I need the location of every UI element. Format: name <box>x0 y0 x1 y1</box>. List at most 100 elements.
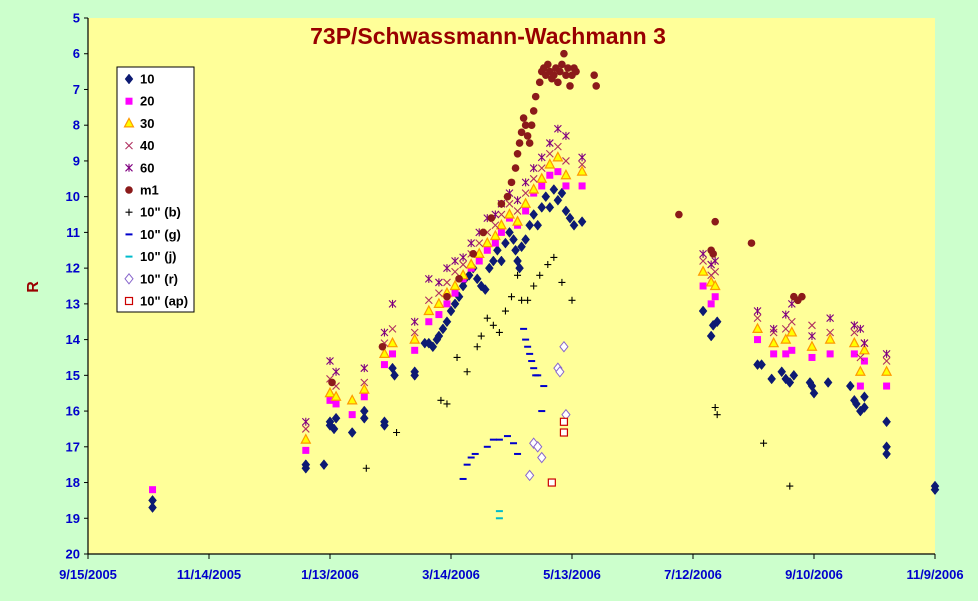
data-point <box>545 139 554 148</box>
data-point <box>438 323 448 335</box>
series-6 <box>362 253 794 490</box>
data-point <box>529 174 538 183</box>
y-axis-label: R <box>25 281 42 293</box>
data-point <box>697 265 709 276</box>
data-point <box>547 478 556 487</box>
data-point <box>537 164 546 172</box>
data-point <box>882 357 891 365</box>
data-point <box>423 304 435 316</box>
data-point <box>806 340 818 351</box>
data-point <box>531 92 540 101</box>
data-point <box>451 267 459 276</box>
data-point <box>433 297 445 308</box>
legend-entry: m1 <box>140 183 159 198</box>
y-tick-label: 18 <box>66 475 80 490</box>
data-point <box>389 350 397 358</box>
data-point <box>329 423 339 435</box>
data-point <box>757 359 766 371</box>
data-point <box>709 250 717 258</box>
data-point <box>712 316 722 328</box>
data-point <box>517 241 526 253</box>
data-point <box>860 402 869 413</box>
legend-entry: 10" (ap) <box>140 294 188 309</box>
y-tick-label: 6 <box>73 46 80 61</box>
data-point <box>527 121 536 129</box>
data-point <box>388 324 397 333</box>
data-point <box>511 244 520 256</box>
data-point <box>808 321 816 330</box>
series-2 <box>300 151 893 444</box>
data-point <box>508 293 515 301</box>
data-point <box>505 199 514 208</box>
data-point <box>469 250 477 258</box>
data-point <box>509 234 518 245</box>
y-tick-label: 19 <box>66 511 80 526</box>
data-point <box>530 282 538 290</box>
data-point <box>437 396 445 404</box>
data-point <box>455 275 463 283</box>
data-point <box>545 201 555 213</box>
legend-entry: 60 <box>140 160 154 175</box>
data-point <box>521 234 530 245</box>
data-point <box>786 482 794 490</box>
data-point <box>472 273 482 285</box>
data-point <box>518 296 526 304</box>
data-point <box>559 428 569 437</box>
data-point <box>497 228 505 236</box>
legend-entry: 10" (r) <box>140 271 178 286</box>
y-tick-label: 8 <box>73 118 80 133</box>
data-point <box>529 107 538 115</box>
data-point <box>497 210 506 219</box>
data-point <box>409 333 421 344</box>
data-point <box>479 228 488 237</box>
data-point <box>707 300 715 308</box>
data-point <box>561 205 571 217</box>
series-4 <box>301 124 891 426</box>
y-tick-label: 5 <box>73 11 80 26</box>
data-point <box>777 366 787 378</box>
data-point <box>856 324 865 333</box>
legend-marker <box>125 97 133 105</box>
data-point <box>769 324 778 333</box>
data-point <box>882 349 891 358</box>
legend-marker <box>124 73 134 85</box>
data-point <box>347 427 357 438</box>
data-point <box>535 78 544 87</box>
data-point <box>578 153 586 162</box>
data-point <box>378 342 387 351</box>
data-point <box>483 246 491 254</box>
data-point <box>443 264 451 273</box>
data-point <box>553 194 563 206</box>
data-point <box>348 411 356 419</box>
data-point <box>781 324 790 333</box>
data-point <box>882 416 891 428</box>
data-point <box>360 393 368 401</box>
data-point <box>881 365 893 376</box>
data-point <box>484 262 494 274</box>
data-point <box>576 165 588 176</box>
data-point <box>826 328 835 337</box>
data-point <box>787 299 796 308</box>
data-point <box>330 390 342 401</box>
data-point <box>425 318 433 326</box>
x-tick-label: 1/13/2006 <box>301 567 359 582</box>
data-point <box>550 71 558 79</box>
series-8 <box>495 510 503 520</box>
y-tick-label: 12 <box>66 261 80 276</box>
data-point <box>856 353 865 362</box>
data-point <box>473 343 481 351</box>
data-point <box>798 292 806 301</box>
legend-entry: 10" (j) <box>140 249 177 264</box>
data-point <box>845 380 855 392</box>
data-point <box>520 197 532 208</box>
data-point <box>556 67 564 76</box>
data-point <box>560 168 572 180</box>
data-point <box>524 296 532 304</box>
data-point <box>319 459 329 471</box>
data-point <box>467 239 476 248</box>
data-point <box>393 429 401 437</box>
data-point <box>559 340 569 353</box>
data-point <box>848 336 860 348</box>
data-point <box>577 216 587 228</box>
data-point <box>546 171 554 179</box>
